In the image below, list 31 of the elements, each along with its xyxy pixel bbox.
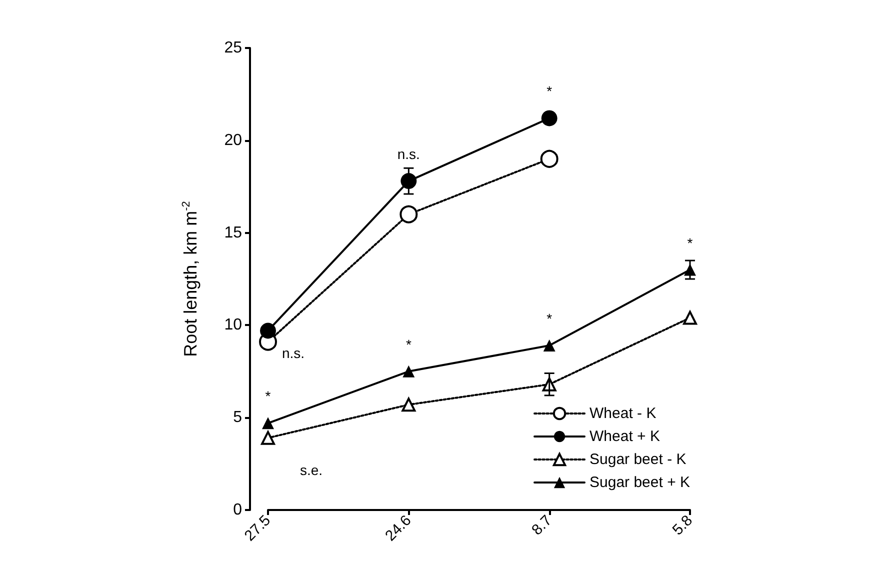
point <box>541 110 558 126</box>
y-axis-title: Root length, km m-2 <box>180 201 200 357</box>
legend-label: Sugar beet - K <box>590 451 686 468</box>
y-tick-label: 0 <box>233 502 242 518</box>
y-tick-label: 10 <box>224 316 242 334</box>
point <box>260 322 276 339</box>
point <box>262 417 274 430</box>
point <box>543 340 556 352</box>
point <box>261 430 275 445</box>
annotation: * <box>265 388 272 404</box>
x-tick-label: 8.7 <box>528 512 556 539</box>
y-tick-label: 20 <box>224 132 242 149</box>
y-tick-label: 5 <box>233 409 242 426</box>
y-tick-label: 25 <box>224 40 242 56</box>
legend-label: Wheat + K <box>590 428 660 445</box>
legend-label: Sugar beet + K <box>590 474 690 491</box>
point <box>540 150 558 168</box>
point <box>402 398 416 412</box>
annotation: n.s. <box>282 344 305 361</box>
x-tick-label: 5.8 <box>669 512 696 539</box>
annotation: s.e. <box>300 462 323 478</box>
point <box>683 310 697 325</box>
point <box>400 205 418 224</box>
annotation: n.s. <box>397 146 420 162</box>
legend-label: Wheat - K <box>590 405 656 422</box>
annotation: * <box>546 83 553 100</box>
annotation: * <box>687 234 694 251</box>
point <box>402 365 415 378</box>
annotation: * <box>406 336 412 352</box>
annotation: * <box>546 310 553 327</box>
y-tick-label: 15 <box>224 224 242 242</box>
